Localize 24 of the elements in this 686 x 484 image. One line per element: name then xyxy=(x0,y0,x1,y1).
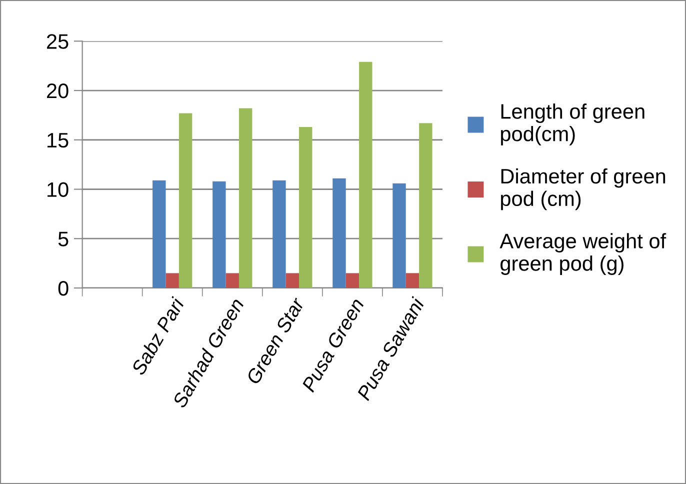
legend-label: Average weight of green pod (g) xyxy=(500,233,666,275)
bar xyxy=(152,180,166,288)
bar xyxy=(286,273,300,288)
bar xyxy=(392,183,406,288)
y-tick-label: 20 xyxy=(47,84,68,98)
y-tick-label: 15 xyxy=(48,133,68,148)
bar xyxy=(272,180,286,288)
bar xyxy=(212,181,226,288)
bar xyxy=(332,178,346,288)
bar xyxy=(299,127,312,288)
bar xyxy=(359,62,372,288)
y-tick-label: 0 xyxy=(58,280,68,296)
bar xyxy=(406,273,420,288)
bar xyxy=(166,273,179,288)
bar xyxy=(419,123,432,288)
legend-label: Length of green pod(cm) xyxy=(501,104,644,146)
bar xyxy=(238,108,252,288)
bar xyxy=(178,113,192,288)
y-tick-label: 5 xyxy=(58,232,68,246)
legend-label: Diameter of green pod (cm) xyxy=(501,168,666,210)
y-tick-label: 10 xyxy=(48,182,68,197)
bar xyxy=(346,273,360,288)
y-tick-label: 25 xyxy=(47,34,68,49)
bar xyxy=(226,273,239,288)
